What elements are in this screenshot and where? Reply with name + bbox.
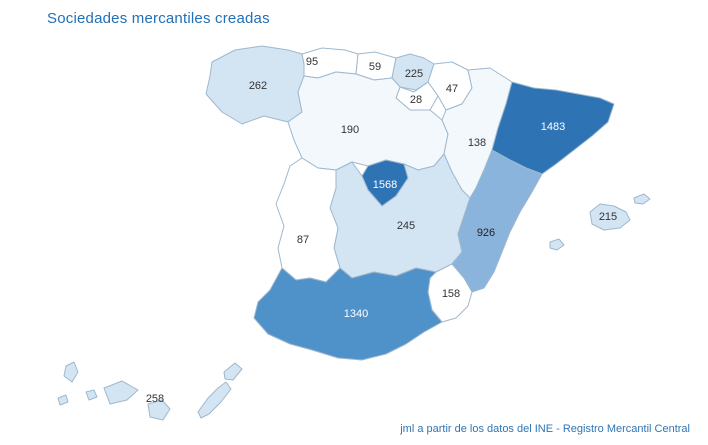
value-label-aragon: 138 [468,137,486,149]
region-baleares-mallorca [589,203,631,231]
value-label-baleares: 215 [599,211,617,223]
value-label-extremadura: 87 [297,234,309,246]
region-valencia [451,149,543,293]
region-canarias-gran-canaria [147,399,171,421]
value-label-galicia: 262 [249,80,267,92]
region-canarias-lanzarote [223,362,243,381]
value-label-andalucia: 1340 [344,308,368,320]
value-label-castilla-y-leon: 190 [341,124,359,136]
value-label-castilla-la-mancha: 245 [397,220,415,232]
value-label-pais-vasco: 225 [405,68,423,80]
value-label-cantabria: 59 [369,61,381,73]
region-cataluna [491,81,615,175]
region-baleares-ibiza [549,238,565,251]
region-canarias-la-palma [63,361,79,383]
region-canarias-el-hierro [57,394,69,406]
value-label-la-rioja: 28 [410,94,422,106]
value-label-asturias: 95 [306,56,318,68]
region-canarias-fuerteventura [197,381,232,419]
source-caption: jml a partir de los datos del INE - Regi… [400,423,690,435]
chart-title: Sociedades mercantiles creadas [47,10,270,27]
region-canarias-tenerife [103,380,139,405]
value-label-canarias: 258 [146,393,164,405]
value-label-valencia: 926 [477,227,495,239]
value-label-madrid: 1568 [373,179,397,191]
value-label-navarra: 47 [446,83,458,95]
value-label-murcia: 158 [442,288,460,300]
value-label-cataluna: 1483 [541,121,565,133]
region-andalucia [253,267,443,361]
region-canarias-la-gomera [85,389,98,401]
region-baleares-menorca [633,193,651,205]
region-extremadura [275,157,341,283]
